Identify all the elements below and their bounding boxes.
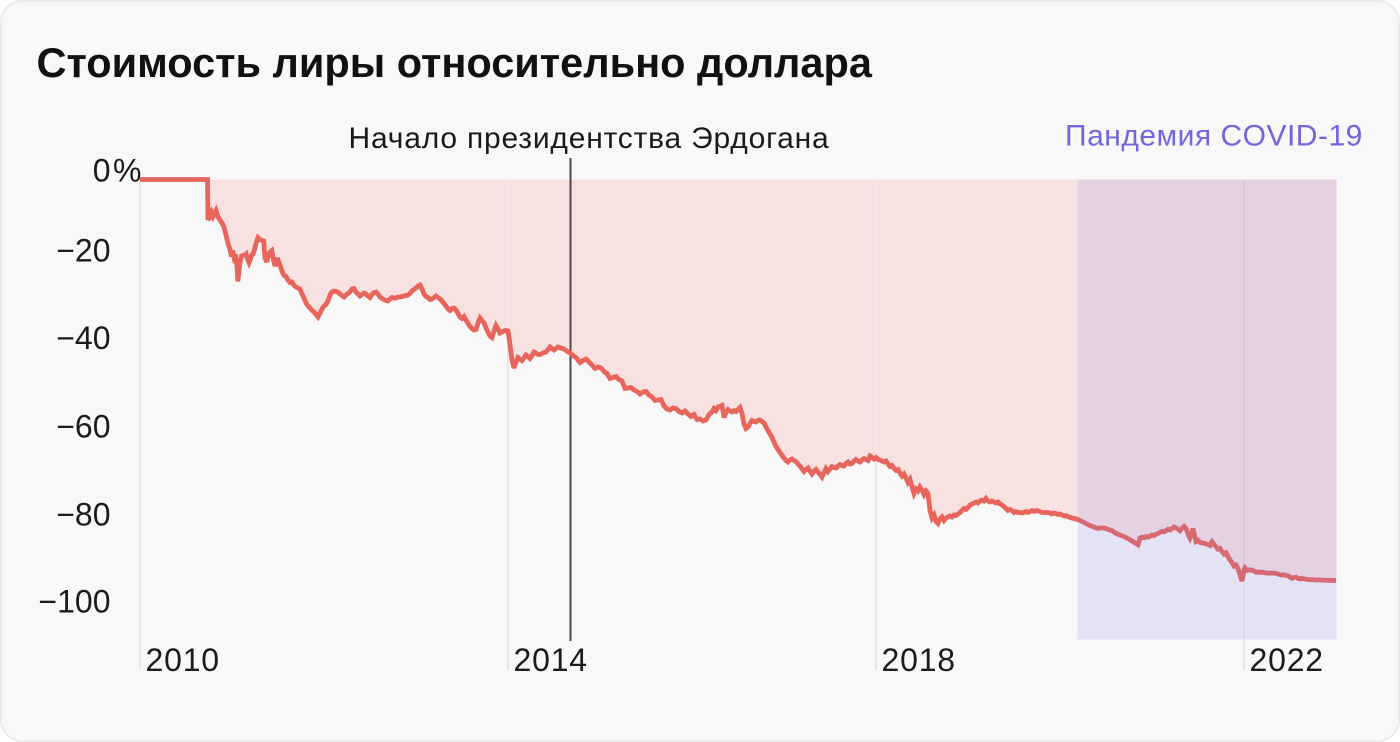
svg-text:2014: 2014 <box>514 642 588 678</box>
svg-text:2018: 2018 <box>882 642 956 678</box>
svg-text:Стоимость лиры относительно до: Стоимость лиры относительно доллара <box>37 39 873 86</box>
svg-text:−80: −80 <box>56 497 110 533</box>
svg-text:−20: −20 <box>56 233 110 269</box>
svg-text:−40: −40 <box>56 320 110 356</box>
svg-text:2022: 2022 <box>1250 642 1324 678</box>
svg-text:0: 0 <box>93 153 111 189</box>
svg-text:2010: 2010 <box>146 642 220 678</box>
svg-text:−60: −60 <box>56 409 110 445</box>
svg-text:−100: −100 <box>38 584 110 620</box>
svg-text:Пандемия COVID-19: Пандемия COVID-19 <box>1065 120 1363 153</box>
svg-text:Начало президентства Эрдогана: Начало президентства Эрдогана <box>348 122 829 155</box>
svg-text:%: % <box>113 153 141 189</box>
